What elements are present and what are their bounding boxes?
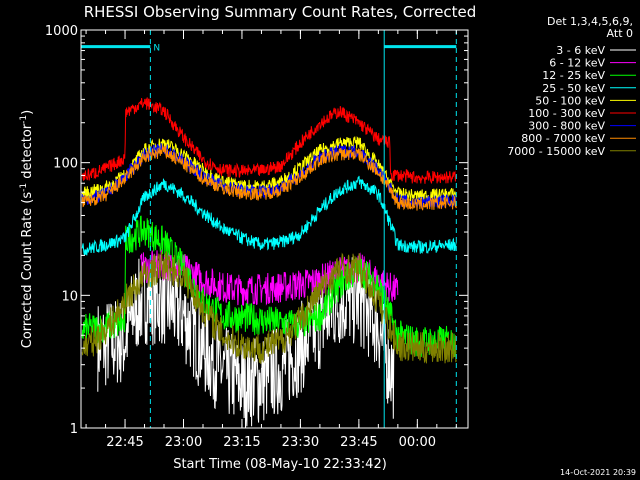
legend-header-line-2: Att 0 xyxy=(607,27,633,40)
series-line-7 xyxy=(81,145,457,211)
x-tick-label: 23:45 xyxy=(340,435,377,450)
legend-label-3: 25 - 50 keV xyxy=(542,82,605,95)
legend-label-7: 800 - 7000 keV xyxy=(521,132,605,145)
x-axis-label: Start Time (08-May-10 22:33:42) xyxy=(173,457,387,472)
x-tick-label: 23:00 xyxy=(165,435,202,450)
y-axis: 1 10 100 1000 xyxy=(45,24,468,437)
plot-frame xyxy=(80,29,469,429)
footer-timestamp: 14-Oct-2021 20:39 xyxy=(560,468,636,477)
marker-layer: N xyxy=(81,30,457,428)
series-layer xyxy=(81,97,457,428)
y-axis-label: Corrected Count Rate (s-1 detector-1) xyxy=(19,110,35,348)
series-line-5 xyxy=(81,97,457,184)
legend-label-0: 3 - 6 keV xyxy=(556,44,605,57)
legend-label-4: 50 - 100 keV xyxy=(535,94,605,107)
legend-label-5: 100 - 300 keV xyxy=(528,107,605,120)
chart-title: RHESSI Observing Summary Count Rates, Co… xyxy=(84,3,477,21)
y-tick-label: 1 xyxy=(70,422,78,437)
annotation-label-0: N xyxy=(153,44,160,54)
y-tick-label: 100 xyxy=(53,157,78,172)
legend-header-line-1: Det 1,3,4,5,6,9, xyxy=(547,15,633,28)
series-line-8 xyxy=(81,251,457,364)
x-axis: 22:45 23:00 23:15 23:30 23:45 00:00 xyxy=(85,30,457,450)
legend-label-2: 12 - 25 keV xyxy=(542,69,605,82)
series-line-0 xyxy=(97,254,395,428)
y-tick-label: 10 xyxy=(61,289,78,304)
legend-label-6: 300 - 800 keV xyxy=(528,120,605,133)
x-tick-label: 00:00 xyxy=(399,435,436,450)
x-tick-label: 22:45 xyxy=(106,435,143,450)
y-tick-label: 1000 xyxy=(45,24,78,39)
legend-label-1: 6 - 12 keV xyxy=(549,57,605,70)
x-tick-label: 23:30 xyxy=(282,435,319,450)
x-tick-label: 23:15 xyxy=(223,435,260,450)
series-line-3 xyxy=(81,175,457,256)
legend-label-8: 7000 - 15000 keV xyxy=(507,145,605,158)
